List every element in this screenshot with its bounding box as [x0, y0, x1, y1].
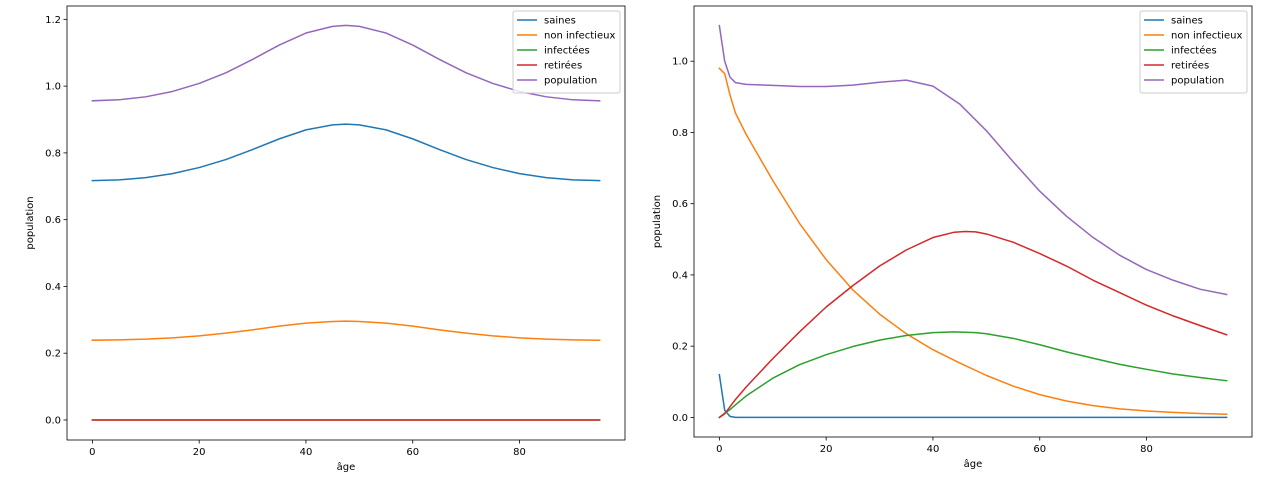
- x-tick-label: 60: [406, 447, 419, 458]
- series-line-population: [91, 24, 601, 102]
- legend-label: retirées: [544, 60, 582, 72]
- y-tick-label: 0.6: [672, 199, 688, 210]
- y-tick-label: 0.0: [45, 415, 61, 426]
- x-tick-label: 0: [716, 444, 722, 455]
- legend-label: saines: [544, 16, 576, 27]
- y-tick-label: 0.2: [672, 342, 688, 353]
- y-tick-label: 1.2: [45, 15, 61, 26]
- x-axis-label: âge: [964, 458, 983, 470]
- left-chart: 0 20 40 60 80 0.0 0.2 0.4 0.6 0.8 1.0 1.2 âge populat…: [25, 5, 626, 473]
- series-group: [718, 24, 1228, 419]
- y-tick-label: 0.4: [672, 270, 688, 281]
- x-tick-label: 80: [513, 447, 526, 458]
- y-axis-label: population: [652, 195, 663, 248]
- y-tick-label: 0.6: [45, 215, 61, 226]
- series-line-saines: [91, 123, 601, 182]
- legend-label: infectées: [1171, 45, 1217, 57]
- legend-label: infectées: [544, 45, 590, 57]
- right-chart: 0 20 40 60 80 0.0 0.2 0.4 0.6 0.8 1.0 âge population…: [652, 5, 1253, 470]
- series-line-non-infectieux: [91, 320, 601, 341]
- series-line-population: [718, 24, 1228, 296]
- legend-label: population: [1171, 76, 1224, 87]
- x-tick-label: 0: [89, 447, 95, 458]
- y-tick-label: 1.0: [45, 82, 61, 93]
- legend: saines non infectieux infectées retirées pop…: [1139, 10, 1248, 94]
- legend-label: retirées: [1171, 60, 1209, 72]
- y-axis-label: population: [25, 196, 36, 249]
- x-tick-label: 60: [1033, 444, 1046, 455]
- series-line-non-infectieux: [718, 67, 1228, 415]
- legend-label: non infectieux: [544, 31, 615, 42]
- y-tick-label: 1.0: [672, 57, 688, 68]
- series-line-infectées: [718, 331, 1228, 419]
- legend: saines non infectieux infectées retirées pop…: [512, 10, 621, 94]
- axes-frame: [693, 5, 1253, 438]
- legend-box: [512, 10, 621, 94]
- x-tick-label: 40: [927, 444, 940, 455]
- y-tick-label: 0.8: [672, 128, 688, 139]
- x-tick-label: 20: [820, 444, 833, 455]
- x-tick-label: 40: [300, 447, 313, 458]
- legend-label: non infectieux: [1171, 31, 1242, 42]
- y-tick-label: 0.8: [45, 148, 61, 159]
- legend-label: population: [544, 76, 597, 87]
- legend-label: saines: [1171, 16, 1203, 27]
- series-line-retirées: [718, 230, 1228, 419]
- x-tick-label: 20: [193, 447, 206, 458]
- series-line-saines: [718, 373, 1228, 419]
- legend-box: [1139, 10, 1248, 94]
- x-axis-label: âge: [337, 461, 356, 473]
- y-tick-label: 0.2: [45, 349, 61, 360]
- axes-frame: [66, 5, 626, 441]
- series-group: [91, 24, 601, 421]
- y-tick-label: 0.4: [45, 282, 61, 293]
- y-tick-label: 0.0: [672, 413, 688, 424]
- x-tick-label: 80: [1140, 444, 1153, 455]
